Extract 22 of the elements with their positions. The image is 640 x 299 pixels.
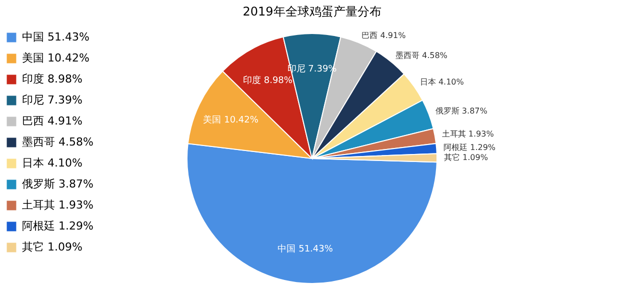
legend-label: 美国 10.42%	[22, 52, 90, 64]
legend-label: 阿根廷 1.29%	[22, 220, 94, 232]
legend-label: 日本 4.10%	[22, 156, 82, 170]
legend-label: 墨西哥 4.58%	[22, 136, 94, 148]
slice-label: 墨西哥 4.58%	[395, 51, 448, 60]
legend-label: 俄罗斯 3.87%	[22, 178, 94, 190]
legend-label: 土耳其 1.93%	[22, 198, 94, 212]
slice-label: 中国 51.43%	[278, 243, 334, 254]
slice-label: 其它 1.09%	[444, 152, 488, 162]
slice-label: 印度 8.98%	[242, 75, 293, 86]
legend-label: 印度 8.98%	[22, 72, 82, 86]
slice-label: 美国 10.42%	[203, 114, 259, 126]
legend-label: 巴西 4.91%	[22, 114, 82, 128]
slice-label: 巴西 4.91%	[362, 31, 406, 40]
slice-label: 土耳其 1.93%	[442, 130, 494, 139]
slice-label: 日本 4.10%	[420, 77, 464, 86]
chart-title: 2019年全球鸡蛋产量分布	[242, 4, 382, 18]
legend-label: 印尼 7.39%	[22, 94, 82, 106]
slice-label: 俄罗斯 3.87%	[435, 106, 488, 116]
legend-label: 其它 1.09%	[22, 240, 82, 254]
legend-label: 中国 51.43%	[22, 30, 90, 44]
slice-label: 阿根廷 1.29%	[444, 142, 496, 152]
